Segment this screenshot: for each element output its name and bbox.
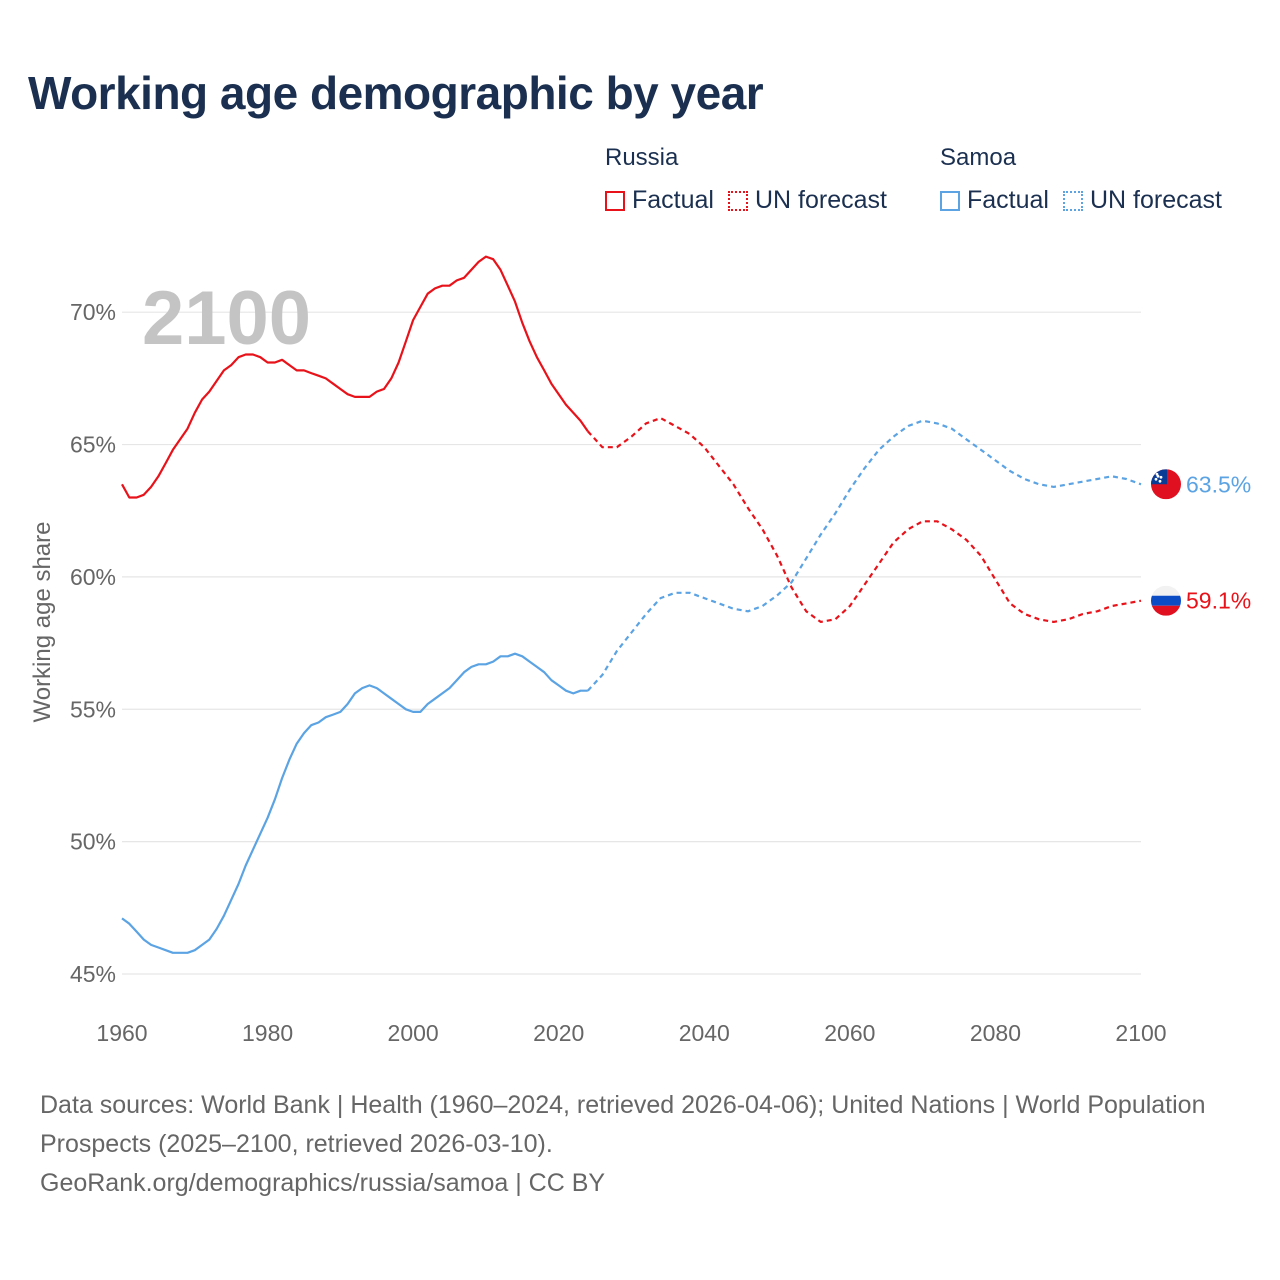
- legend-group-russia: Russia Factual UN forecast: [605, 144, 901, 215]
- x-tick-label: 1960: [96, 1020, 147, 1046]
- legend-samoa-forecast[interactable]: UN forecast: [1062, 186, 1222, 215]
- x-tick-label: 2000: [388, 1020, 439, 1046]
- x-tick-label: 2100: [1115, 1020, 1166, 1046]
- legend-swatch-solid: [605, 190, 625, 211]
- y-axis-ticks: 45% 50% 55% 60% 65% 70%: [70, 299, 116, 987]
- y-tick-label: 70%: [70, 299, 116, 325]
- legend-swatch-solid: [940, 190, 960, 211]
- series-line-samoa-forecast[interactable]: [586, 419, 1142, 692]
- y-tick-label: 55%: [70, 696, 116, 722]
- legend-swatch-dotted: [727, 190, 748, 211]
- year-watermark: 2100: [142, 276, 311, 361]
- y-axis-label: Working age share: [29, 522, 56, 723]
- y-tick-label: 50%: [70, 829, 116, 855]
- y-tick-label: 45%: [70, 961, 116, 987]
- data-sources: Data sources: World Bank | Health (1960–…: [40, 1091, 1206, 1158]
- russia-flag-icon[interactable]: [1151, 585, 1181, 616]
- end-label-samoa: 63.5%: [1186, 471, 1251, 497]
- y-tick-label: 60%: [70, 564, 116, 590]
- chart-title: Working age demographic by year: [28, 67, 764, 119]
- series-line-samoa-factual[interactable]: [121, 652, 588, 954]
- x-tick-label: 1980: [242, 1020, 293, 1046]
- end-label-russia: 59.1%: [1186, 588, 1251, 614]
- legend-label: UN forecast: [1089, 186, 1222, 214]
- credit-link[interactable]: GeoRank.org/demographics/russia/samoa | …: [40, 1169, 606, 1197]
- legend-label: UN forecast: [754, 186, 887, 214]
- legend-label: Factual: [967, 186, 1049, 214]
- x-axis-ticks: 1960 1980 2000 2020 2040 2060 2080 2100: [96, 1020, 1166, 1046]
- legend-label: Factual: [632, 186, 714, 214]
- legend-russia-factual[interactable]: Factual: [605, 186, 714, 215]
- legend-group-name: Russia: [605, 144, 679, 171]
- legend-samoa-factual[interactable]: Factual: [940, 186, 1049, 215]
- x-tick-label: 2060: [824, 1020, 875, 1046]
- end-markers: 59.1% 63.5%: [1151, 469, 1251, 616]
- x-tick-label: 2040: [679, 1020, 730, 1046]
- gridlines: [122, 311, 1141, 975]
- footer: Data sources: World Bank | Health (1960–…: [40, 1086, 1220, 1203]
- line-chart: 2100 45% 50% 55% 60% 65% 70% 1960 1980 2000 2020…: [29, 255, 1251, 1046]
- x-tick-label: 2080: [970, 1020, 1021, 1046]
- y-tick-label: 65%: [70, 432, 116, 458]
- x-tick-label: 2020: [533, 1020, 584, 1046]
- samoa-flag-icon[interactable]: [1151, 469, 1181, 500]
- legend-swatch-dotted: [1062, 190, 1083, 211]
- series-lines: [121, 255, 1142, 954]
- legend-group-samoa: Samoa Factual UN forecast: [940, 144, 1236, 215]
- legend-group-name: Samoa: [940, 144, 1017, 171]
- series-line-russia-factual[interactable]: [121, 255, 589, 499]
- series-line-russia-forecast[interactable]: [586, 417, 1142, 624]
- legend-russia-forecast[interactable]: UN forecast: [727, 186, 887, 215]
